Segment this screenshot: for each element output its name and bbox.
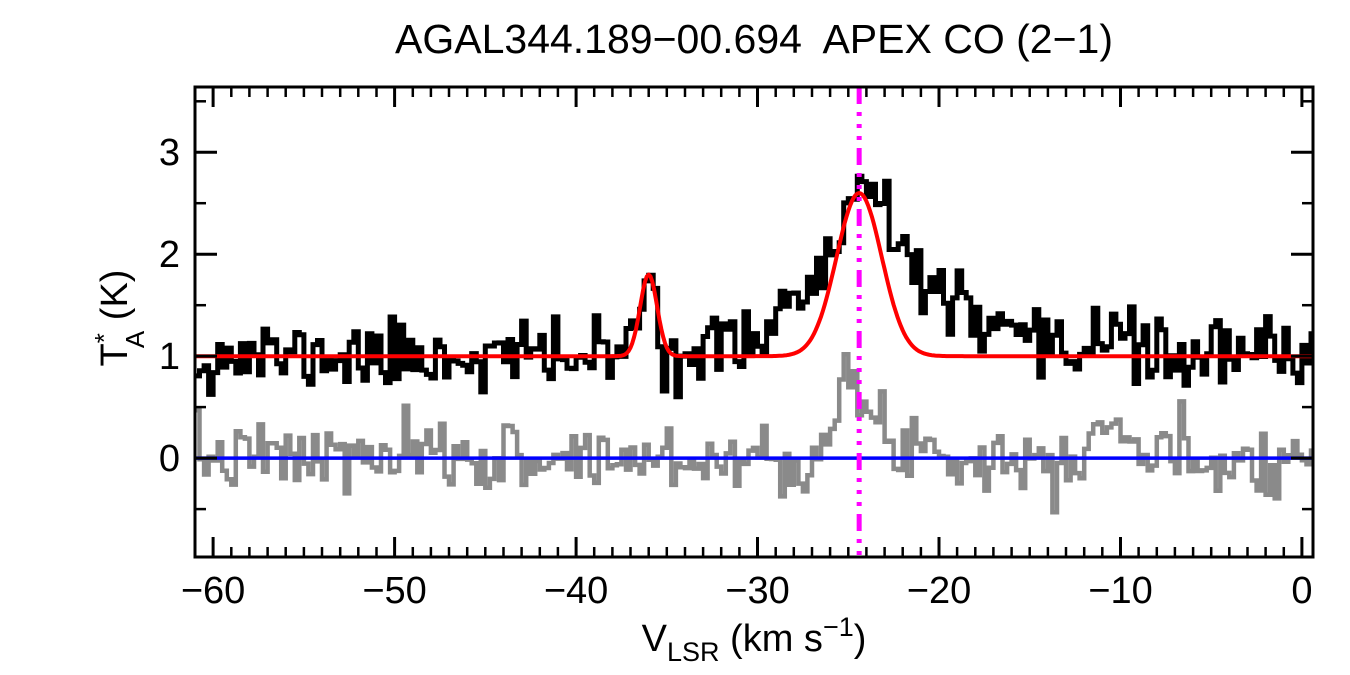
- x-tick-label: −40: [544, 570, 608, 612]
- y-tick-label: 1: [159, 336, 180, 378]
- spectrum-histogram: [195, 173, 1313, 400]
- x-tick-label: −50: [362, 570, 426, 612]
- y-tick-label: 0: [159, 438, 180, 480]
- x-tick-label: −30: [725, 570, 789, 612]
- y-axis-label: T*A (K): [89, 270, 150, 367]
- x-tick-label: −10: [1088, 570, 1152, 612]
- y-tick-label: 3: [159, 132, 180, 174]
- gaussian-fit-curve: [195, 191, 1313, 359]
- x-tick-label: 0: [1291, 570, 1312, 612]
- x-axis-label: VLSR (km s−1): [642, 612, 867, 667]
- residual-histogram: [195, 351, 1313, 515]
- plot-frame: [193, 85, 1315, 559]
- x-tick-label: −60: [181, 570, 245, 612]
- plot-title: AGAL344.189−00.694 APEX CO (2−1): [395, 16, 1113, 62]
- y-tick-label: 2: [159, 234, 180, 276]
- x-tick-label: −20: [907, 570, 971, 612]
